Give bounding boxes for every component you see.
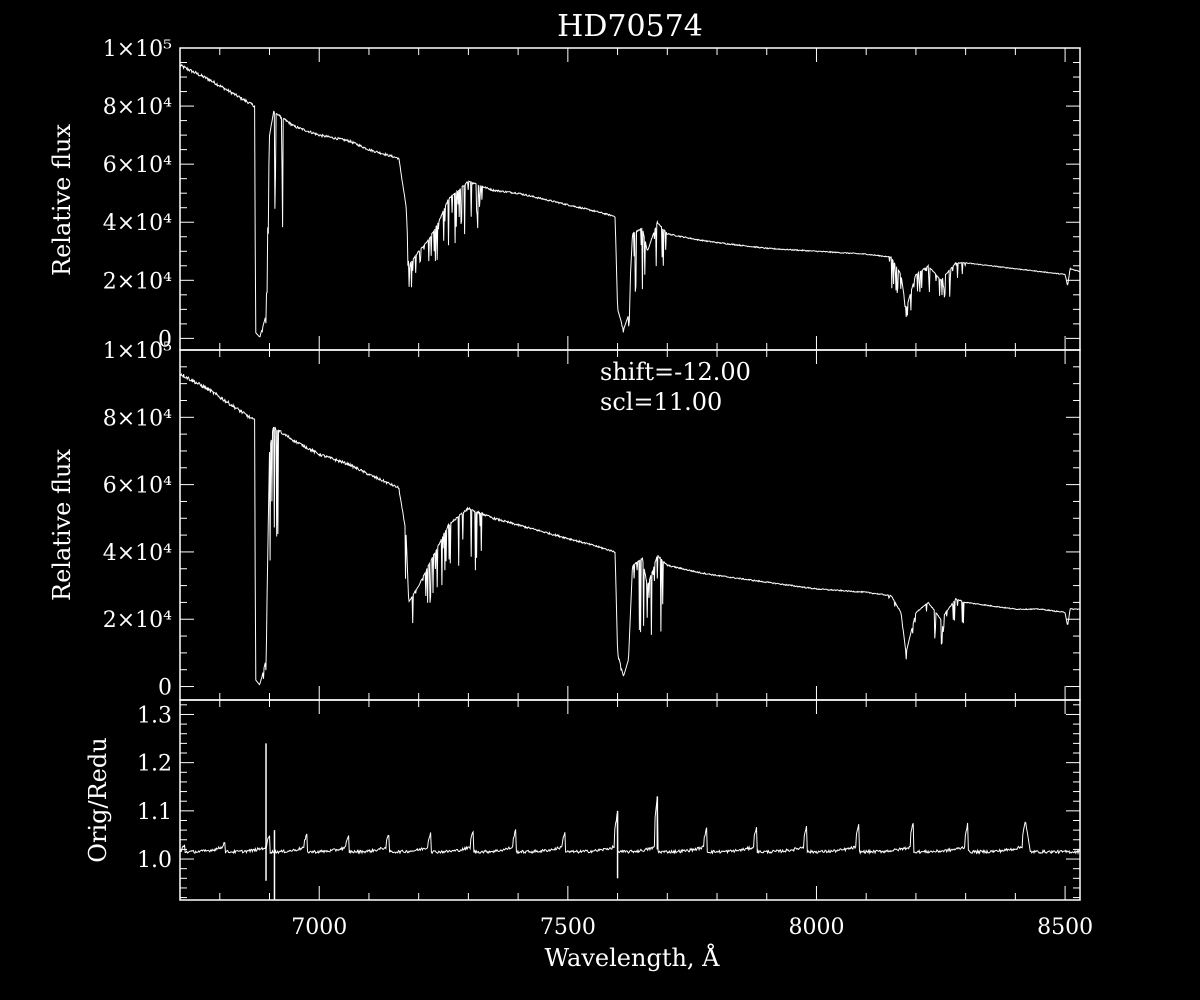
ytick-label: 0	[158, 676, 172, 701]
panel-top-ytick-labels: 0 2×10⁴ 4×10⁴ 6×10⁴ 8×10⁴ 1×10⁵	[103, 37, 172, 352]
panel-bottom-frame	[179, 699, 1081, 901]
panel-bottom-xlabel: Wavelength, Å	[544, 943, 720, 972]
xtick-label: 8500	[1037, 915, 1093, 940]
xtick-label: 7000	[291, 915, 347, 940]
ytick-label: 6×10⁴	[103, 474, 172, 499]
panel-middle-ticks	[180, 350, 1080, 700]
panel-middle-spectrum-line	[179, 372, 1080, 686]
xtick-label: 8000	[788, 915, 844, 940]
ytick-label: 2×10⁴	[103, 608, 172, 633]
ytick-label: 1.1	[137, 800, 172, 825]
panel-bottom: 1.01.11.21.3 7000 7500 8000 8500 Orig/Redu …	[84, 699, 1093, 972]
ytick-label: 1.3	[137, 703, 172, 728]
panel-bottom-ticks	[180, 700, 1080, 900]
panel-bottom-extremes	[265, 743, 659, 900]
figure-title: HD70574	[557, 9, 703, 44]
panel-middle-ytick-labels: 0 2×10⁴ 4×10⁴ 6×10⁴ 8×10⁴ 1×10⁵	[103, 339, 172, 701]
panel-bottom-xtick-labels: 7000 7500 8000 8500	[291, 915, 1093, 940]
ytick-label: 6×10⁴	[103, 153, 172, 178]
panel-middle-ylabel: Relative flux	[48, 449, 76, 601]
ytick-label: 4×10⁴	[103, 211, 172, 236]
ytick-label: 8×10⁴	[103, 406, 172, 431]
ytick-label: 2×10⁴	[103, 269, 172, 294]
xtick-label: 7500	[540, 915, 596, 940]
ytick-label: 1.0	[137, 848, 172, 873]
panel-top-ylabel: Relative flux	[48, 124, 76, 276]
ytick-label: 4×10⁴	[103, 541, 172, 566]
annotation-shift: shift=-12.00	[600, 358, 751, 386]
panel-bottom-ytick-labels: 1.0 1.1 1.2 1.3	[137, 703, 172, 873]
panel-top-ticks	[180, 48, 1080, 350]
panel-top-spectrum-line	[179, 63, 1081, 338]
ytick-label: 0	[158, 327, 172, 352]
ytick-label: 1×10⁵	[103, 37, 172, 62]
annotation-scl: scl=11.00	[600, 388, 722, 416]
ytick-label: 8×10⁴	[103, 95, 172, 120]
panel-bottom-ratio-line	[179, 796, 1080, 856]
ytick-label: 1×10⁵	[103, 339, 172, 364]
panel-bottom-ylabel: Orig/Redu	[84, 737, 112, 862]
ytick-label: 1.2	[137, 752, 172, 777]
